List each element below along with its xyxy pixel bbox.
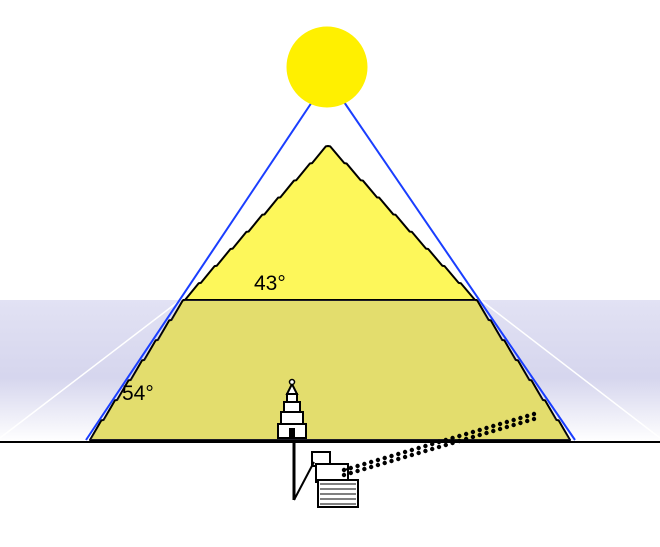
pyramid-diagram: 43° 54° <box>0 0 660 547</box>
sun-icon <box>287 27 367 107</box>
upper-angle-label: 43° <box>254 272 286 295</box>
lower-angle-label: 54° <box>122 382 154 405</box>
